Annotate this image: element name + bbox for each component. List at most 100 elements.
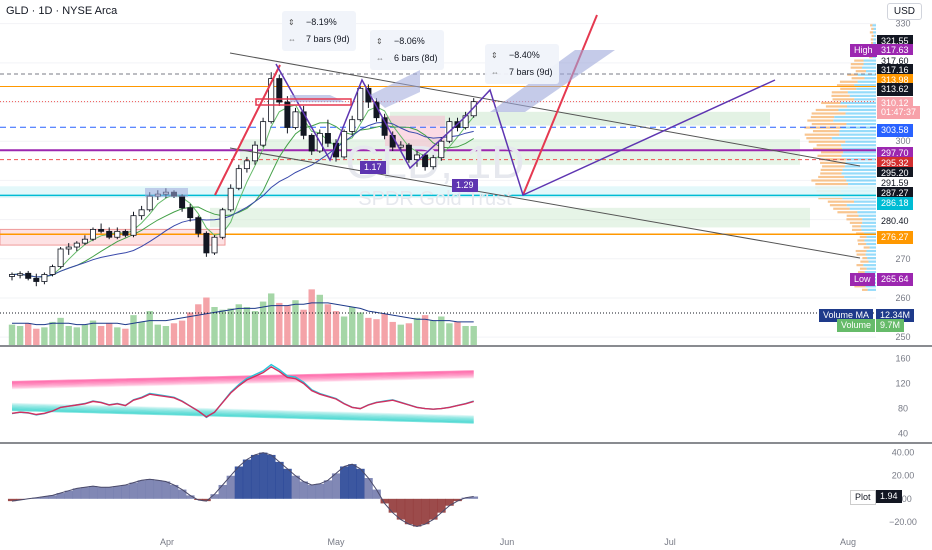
volume-bar <box>66 326 72 345</box>
candle-body <box>131 216 136 236</box>
measure-box-2[interactable]: ⇕ −8.06% ⇔ 6 bars (8d) <box>370 30 444 70</box>
price-tag-label: Low <box>850 273 875 286</box>
candle-body <box>228 188 233 210</box>
momentum-bar <box>219 485 227 499</box>
volume-bar <box>228 308 234 345</box>
momentum-bar <box>445 499 453 506</box>
candle-body <box>42 274 47 281</box>
volume-bar <box>90 321 96 345</box>
candle-body <box>261 122 266 146</box>
momentum-bar <box>356 469 364 499</box>
momentum-bar <box>259 453 267 499</box>
momentum-bar <box>316 484 324 499</box>
profile-sell-bar <box>816 109 839 111</box>
profile-buy-bar <box>850 208 876 210</box>
profile-buy-bar <box>874 35 876 37</box>
profile-sell-bar <box>871 28 873 30</box>
profile-buy-bar <box>864 239 876 241</box>
volume-bar <box>309 289 315 345</box>
volume-bar <box>292 300 298 345</box>
volume-bar <box>462 326 468 345</box>
profile-buy-bar <box>859 215 876 217</box>
profile-buy-bar <box>868 289 876 291</box>
profile-sell-bar <box>811 179 846 181</box>
oscillator-pane <box>0 365 932 443</box>
measure-box-1[interactable]: ⇕ −8.19% ⇔ 7 bars (9d) <box>282 11 356 51</box>
volume-bar <box>390 322 396 345</box>
volume-bar <box>114 327 120 345</box>
price-tag: 313.62 <box>877 83 913 96</box>
momentum-bar <box>251 455 259 499</box>
profile-sell-bar <box>862 289 868 291</box>
volume-bar <box>106 323 112 345</box>
volume-bar <box>203 298 209 346</box>
profile-sell-bar <box>860 236 867 238</box>
momentum-bar <box>81 487 89 499</box>
volume-value: 9.7M <box>876 319 904 332</box>
measure-box-3[interactable]: ⇕ −8.40% ⇔ 7 bars (9d) <box>485 44 559 84</box>
profile-buy-bar <box>843 151 876 153</box>
momentum-bar <box>300 481 308 498</box>
osc-tick-label: 80 <box>898 404 908 414</box>
volume-bar <box>41 327 47 345</box>
price-tick-label: 300 <box>895 136 910 146</box>
price-tag: 265.64 <box>877 273 913 286</box>
momentum-bar <box>324 480 332 498</box>
profile-buy-bar <box>863 264 876 266</box>
bars-icon: ⇔ <box>288 32 306 48</box>
range-icon: ⇕ <box>288 15 306 31</box>
volume-bar <box>341 317 347 346</box>
volume-bar <box>252 311 258 345</box>
measure-pct: −8.19% <box>306 17 337 27</box>
volume-bar <box>398 325 404 345</box>
candle-body <box>285 102 290 127</box>
profile-sell-bar <box>852 229 862 231</box>
price-tag: 01:47:37 <box>877 106 920 119</box>
volume-bar <box>25 323 31 345</box>
profile-buy-bar <box>867 268 876 270</box>
profile-sell-bar <box>856 70 866 72</box>
candle-body <box>220 210 225 237</box>
symbol-title[interactable]: GLD · 1D · NYSE Arca <box>6 5 117 17</box>
candle-body <box>139 210 144 216</box>
currency-button[interactable]: USD <box>887 3 922 20</box>
profile-buy-bar <box>862 218 876 220</box>
profile-buy-bar <box>848 91 876 93</box>
profile-buy-bar <box>838 109 876 111</box>
candle-body <box>82 239 87 243</box>
supply-zone <box>0 229 225 245</box>
volume-bar <box>138 322 144 345</box>
profile-sell-bar <box>832 91 848 93</box>
candle-body <box>58 249 63 267</box>
profile-sell-bar <box>822 165 845 167</box>
range-icon: ⇕ <box>491 48 509 64</box>
watermark-subtitle: SPDR Gold Trust <box>358 188 512 210</box>
volume-bar <box>9 325 15 345</box>
profile-sell-bar <box>821 169 843 171</box>
candle-body <box>350 120 355 132</box>
momentum-bar <box>291 476 299 499</box>
candle-body <box>244 161 249 169</box>
momentum-bar <box>97 487 105 499</box>
profile-sell-bar <box>837 211 857 213</box>
profile-buy-bar <box>864 63 876 65</box>
profile-buy-bar <box>846 162 876 164</box>
volume-bar <box>276 303 282 345</box>
volume-bar <box>33 329 39 345</box>
momentum-bar <box>332 473 340 498</box>
time-tick-label: Jul <box>664 537 676 547</box>
profile-buy-bar <box>856 88 876 90</box>
momentum-bar <box>364 478 372 499</box>
plot-label: Plot <box>850 490 876 505</box>
momentum-bar <box>405 499 413 524</box>
candle-body <box>90 229 95 239</box>
price-tag: 286.18 <box>877 197 913 210</box>
momentum-bar <box>154 480 162 498</box>
volume-bar <box>74 327 80 345</box>
momentum-tick-label: 20.00 <box>892 471 915 481</box>
candle-body <box>66 247 71 249</box>
volume-bar <box>454 322 460 345</box>
volume-bar <box>325 304 331 345</box>
candle-body <box>26 273 31 278</box>
candle-body <box>18 274 23 276</box>
